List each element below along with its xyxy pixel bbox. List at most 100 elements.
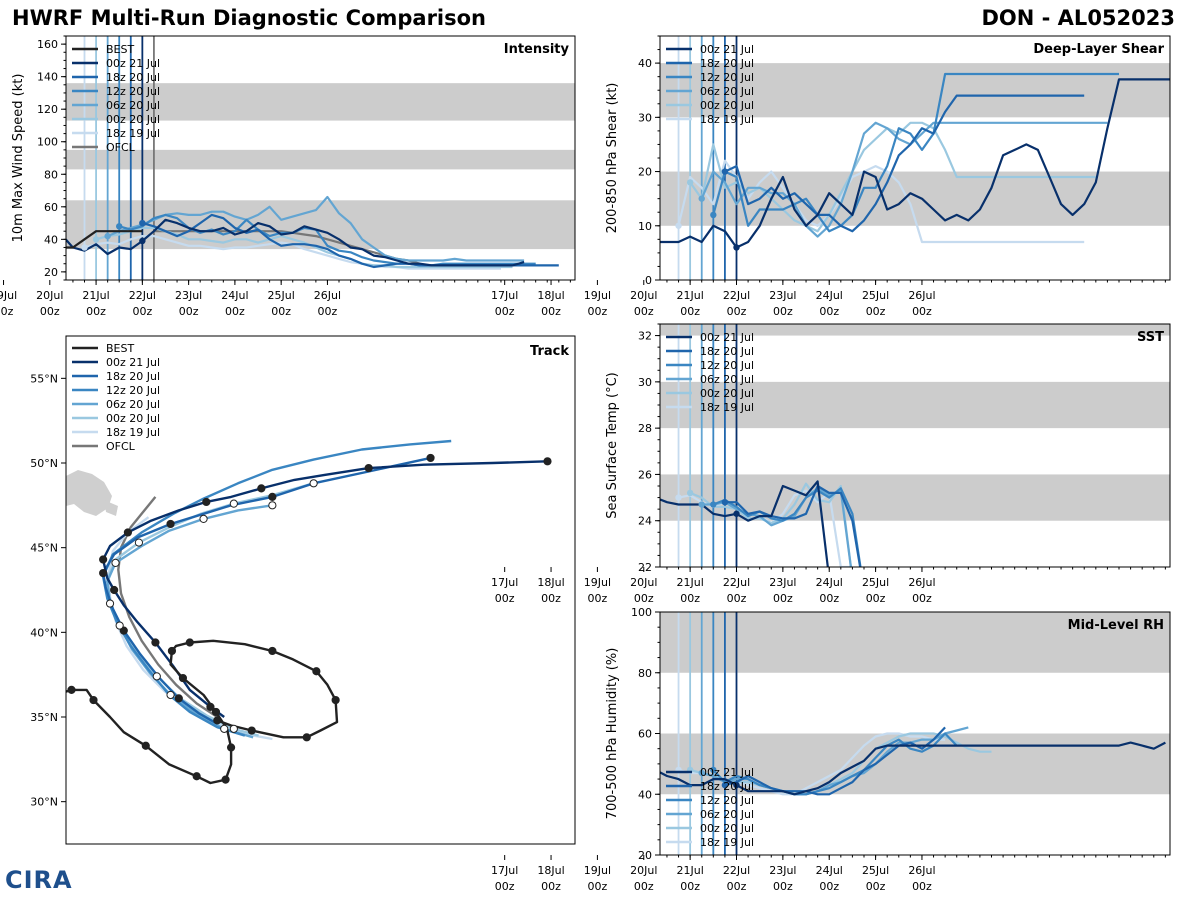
intensity-ytick-label: 120 [37,103,58,116]
intensity-xtick-label: 00z [271,305,291,318]
intensity-xtick-label: 24Jul [221,289,248,302]
sst-ytick-label: 26 [638,468,652,481]
intensity-legend-label: 00z 20 Jul [106,113,160,126]
intensity-init-point-00z-21-jul [139,237,146,245]
shear-legend-label: 00z 21 Jul [700,43,754,56]
land-shape [66,470,112,516]
shear-series-00z-21-jul [660,78,1170,249]
intensity-title: Intensity [504,42,570,57]
track-series-00z-20-jul [106,482,314,737]
intensity-xtick-label: 00z [86,305,106,318]
rh-xtick-label: 00z [866,880,886,893]
track-ytick-label: 35°N [30,711,58,724]
sst-xtick-label: 00z [912,592,932,605]
track-marker-best [302,733,311,742]
sst-legend-label: 00z 21 Jul [700,331,754,344]
track-series-18z-20-jul [101,456,431,725]
track-legend-label: 06z 20 Jul [106,398,160,411]
track-marker-best [167,646,177,656]
shear-series-06z-20-jul [700,121,1108,238]
track-marker-00z-20-jul [229,724,238,733]
track-marker-00z-21-jul [151,638,160,647]
rh-legend-label: 18z 19 Jul [700,836,754,849]
track-marker-00z-21-jul [110,585,119,595]
rh-init-point-06z-20-jul [698,769,705,777]
track-marker-00z-20-jul [309,479,318,488]
sst-xtick-label: 00z [680,592,700,605]
track-legend-label: BEST [106,342,134,355]
intensity-legend-label: 18z 19 Jul [106,127,160,140]
shear-xtick-label: 00z [634,305,654,318]
rh-xtick-label: 25Jul [862,864,889,877]
intensity-xtick-label: 00z [225,305,245,318]
shear-xtick-label: 22Jul [723,289,750,302]
shear-title: Deep-Layer Shear [1033,42,1164,57]
intensity-ytick-label: 20 [44,266,58,279]
track-marker-best [211,707,221,717]
shear-xtick-label: 18Jul [537,289,564,302]
shear-xtick-label: 00z [680,305,700,318]
rh-band-1 [660,612,1170,673]
rh-xtick-label: 00z [727,880,747,893]
intensity-series-06z-20-jul [107,195,525,262]
intensity-xtick-label: 00z [0,305,14,318]
shear-xtick-label: 00z [866,305,886,318]
sst-xtick-label: 00z [634,592,654,605]
track-marker-18z-20-jul [166,519,175,529]
shear-series-18z-20-jul [724,94,1085,233]
rh-xtick-label: 18Jul [537,864,564,877]
rh-ytick-label: 60 [638,728,652,741]
sst-init-point-06z-20-jul [698,501,705,508]
shear-ytick-label: 30 [638,111,652,124]
track-ytick-label: 40°N [30,626,58,639]
sst-xtick-label: 20Jul [630,576,657,589]
intensity-legend-label: OFCL [106,141,136,154]
rh-xtick-label: 23Jul [769,864,796,877]
rh-series-00z-21-jul [660,741,1166,796]
track-marker-06z-20-jul [166,690,175,700]
sst-ytick-label: 28 [638,422,652,435]
shear-init-point-00z-21-jul [733,244,740,251]
sst-ytick-label: 22 [638,561,652,574]
track-plot-area [66,439,552,785]
intensity-init-point-18z-19-jul [81,244,88,251]
intensity-ytick-label: 80 [44,168,58,181]
shear-xtick-label: 19Jul [584,289,611,302]
sst-xtick-label: 00z [588,592,608,605]
intensity-init-point-18z-20-jul [139,219,146,227]
sst-frame [659,323,1171,568]
track-marker-06z-20-jul [199,514,208,523]
shear-band-1 [660,63,1170,118]
page-title: HWRF Multi-Run Diagnostic Comparison [12,6,487,30]
shear-ylabel: 200-850 hPa Shear (kt) [605,83,620,234]
track-legend-label: 12z 20 Jul [106,384,160,397]
intensity-series-00z-21-jul [66,218,525,267]
shear-ytick-label: 40 [638,57,652,70]
track-legend-label: OFCL [106,440,136,453]
intensity-ytick-label: 160 [37,38,58,51]
sst-xtick-label: 25Jul [862,576,889,589]
track-marker-00z-21-jul [202,497,211,507]
track-marker-00z-21-jul [364,463,373,473]
track-ytick-label: 50°N [30,457,58,470]
rh-ytick-label: 20 [638,849,652,862]
sst-xtick-label: 00z [819,592,839,605]
track-marker-00z-20-jul [152,672,161,681]
track-marker-best [221,775,230,784]
track-legend-label: 18z 20 Jul [106,370,160,383]
intensity-panel: 20 40 60 80 100 120 140 160 17Jul 00z 18Jul 00z 19Ju… [0,35,576,318]
shear-xtick-label: 20Jul [630,289,657,302]
intensity-xtick-label: 00z [179,305,199,318]
track-marker-00z-21-jul [543,457,552,466]
sst-xtick-label: 19Jul [584,576,611,589]
shear-xtick-label: 21Jul [676,289,703,302]
shear-plot-area [660,36,1170,280]
rh-xtick-label: 00z [912,880,932,893]
rh-xtick-label: 00z [634,880,654,893]
shear-ytick-label: 20 [638,166,652,179]
shear-legend-label: 00z 20 Jul [700,99,754,112]
track-marker-18z-20-jul [268,492,277,501]
sst-init-point-18z-20-jul [721,499,729,506]
track-marker-00z-21-jul [99,555,108,564]
